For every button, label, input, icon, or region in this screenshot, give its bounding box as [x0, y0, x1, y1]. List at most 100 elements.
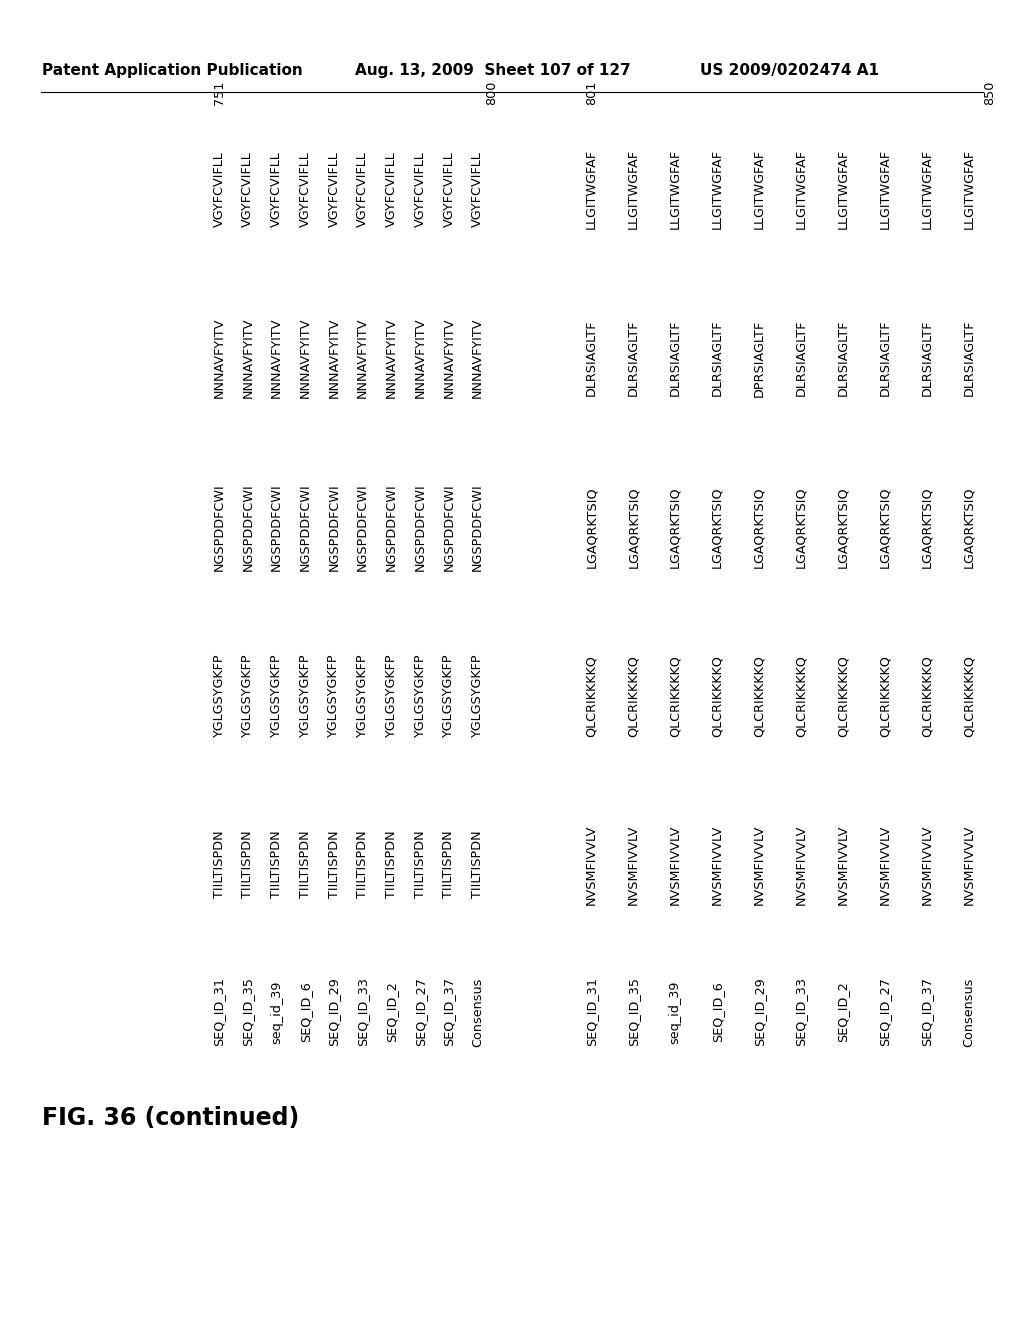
Text: VGYFCVIFLL: VGYFCVIFLL	[270, 152, 283, 227]
Text: LLGITWGFAF: LLGITWGFAF	[627, 149, 640, 230]
Text: SEQ_ID_2: SEQ_ID_2	[837, 982, 850, 1043]
Text: QLCRIKKKKQ: QLCRIKKKKQ	[753, 655, 766, 737]
Text: VGYFCVIFLL: VGYFCVIFLL	[356, 152, 370, 227]
Text: seq_id_39: seq_id_39	[270, 981, 283, 1044]
Text: NVSMFIVVLV: NVSMFIVVLV	[963, 824, 976, 904]
Text: SEQ_ID_27: SEQ_ID_27	[879, 978, 892, 1047]
Text: TIILTISPDN: TIILTISPDN	[270, 830, 283, 899]
Text: SEQ_ID_35: SEQ_ID_35	[627, 977, 640, 1047]
Text: LLGITWGFAF: LLGITWGFAF	[879, 149, 892, 230]
Text: SEQ_ID_37: SEQ_ID_37	[442, 977, 456, 1047]
Text: YGLGSYGKFP: YGLGSYGKFP	[328, 653, 341, 738]
Text: NNNAVFYITV: NNNAVFYITV	[242, 318, 254, 399]
Text: TIILTISPDN: TIILTISPDN	[414, 830, 427, 899]
Text: QLCRIKKKKQ: QLCRIKKKKQ	[921, 655, 934, 737]
Text: QLCRIKKKKQ: QLCRIKKKKQ	[795, 655, 808, 737]
Text: LLGITWGFAF: LLGITWGFAF	[837, 149, 850, 230]
Text: QLCRIKKKKQ: QLCRIKKKKQ	[585, 655, 598, 737]
Text: VGYFCVIFLL: VGYFCVIFLL	[299, 152, 311, 227]
Text: NGSPDDFCWI: NGSPDDFCWI	[356, 483, 370, 570]
Text: YGLGSYGKFP: YGLGSYGKFP	[213, 653, 225, 738]
Text: LGAQRKTSIQ: LGAQRKTSIQ	[753, 486, 766, 568]
Text: YGLGSYGKFP: YGLGSYGKFP	[385, 653, 398, 738]
Text: SEQ_ID_37: SEQ_ID_37	[921, 977, 934, 1047]
Text: DLRSIAGLTF: DLRSIAGLTF	[837, 319, 850, 396]
Text: NNNAVFYITV: NNNAVFYITV	[299, 318, 311, 399]
Text: DLRSIAGLTF: DLRSIAGLTF	[711, 319, 724, 396]
Text: VGYFCVIFLL: VGYFCVIFLL	[471, 152, 484, 227]
Text: Consensus: Consensus	[471, 977, 484, 1047]
Text: YGLGSYGKFP: YGLGSYGKFP	[471, 653, 484, 738]
Text: VGYFCVIFLL: VGYFCVIFLL	[385, 152, 398, 227]
Text: NGSPDDFCWI: NGSPDDFCWI	[270, 483, 283, 570]
Text: TIILTISPDN: TIILTISPDN	[356, 830, 370, 899]
Text: NNNAVFYITV: NNNAVFYITV	[442, 318, 456, 399]
Text: 751: 751	[213, 81, 225, 106]
Text: LLGITWGFAF: LLGITWGFAF	[921, 149, 934, 230]
Text: LGAQRKTSIQ: LGAQRKTSIQ	[711, 486, 724, 568]
Text: QLCRIKKKKQ: QLCRIKKKKQ	[711, 655, 724, 737]
Text: NGSPDDFCWI: NGSPDDFCWI	[299, 483, 311, 570]
Text: YGLGSYGKFP: YGLGSYGKFP	[442, 653, 456, 738]
Text: TIILTISPDN: TIILTISPDN	[442, 830, 456, 899]
Text: DLRSIAGLTF: DLRSIAGLTF	[585, 319, 598, 396]
Text: NVSMFIVVLV: NVSMFIVVLV	[795, 824, 808, 904]
Text: Consensus: Consensus	[963, 977, 976, 1047]
Text: VGYFCVIFLL: VGYFCVIFLL	[328, 152, 341, 227]
Text: QLCRIKKKKQ: QLCRIKKKKQ	[837, 655, 850, 737]
Text: US 2009/0202474 A1: US 2009/0202474 A1	[700, 63, 879, 78]
Text: VGYFCVIFLL: VGYFCVIFLL	[442, 152, 456, 227]
Text: LGAQRKTSIQ: LGAQRKTSIQ	[669, 486, 682, 568]
Text: DLRSIAGLTF: DLRSIAGLTF	[963, 319, 976, 396]
Text: NNNAVFYITV: NNNAVFYITV	[471, 318, 484, 399]
Text: NNNAVFYITV: NNNAVFYITV	[414, 318, 427, 399]
Text: NVSMFIVVLV: NVSMFIVVLV	[753, 824, 766, 904]
Text: DLRSIAGLTF: DLRSIAGLTF	[921, 319, 934, 396]
Text: NGSPDDFCWI: NGSPDDFCWI	[414, 483, 427, 570]
Text: DLRSIAGLTF: DLRSIAGLTF	[669, 319, 682, 396]
Text: SEQ_ID_35: SEQ_ID_35	[242, 977, 254, 1047]
Text: SEQ_ID_29: SEQ_ID_29	[328, 978, 341, 1047]
Text: LLGITWGFAF: LLGITWGFAF	[711, 149, 724, 230]
Text: NGSPDDFCWI: NGSPDDFCWI	[242, 483, 254, 570]
Text: QLCRIKKKKQ: QLCRIKKKKQ	[879, 655, 892, 737]
Text: FIG. 36 (continued): FIG. 36 (continued)	[42, 1106, 299, 1130]
Text: LLGITWGFAF: LLGITWGFAF	[585, 149, 598, 230]
Text: NGSPDDFCWI: NGSPDDFCWI	[328, 483, 341, 570]
Text: DLRSIAGLTF: DLRSIAGLTF	[795, 319, 808, 396]
Text: QLCRIKKKKQ: QLCRIKKKKQ	[963, 655, 976, 737]
Text: QLCRIKKKKQ: QLCRIKKKKQ	[669, 655, 682, 737]
Text: NNNAVFYITV: NNNAVFYITV	[356, 318, 370, 399]
Text: SEQ_ID_33: SEQ_ID_33	[795, 977, 808, 1047]
Text: NVSMFIVVLV: NVSMFIVVLV	[711, 824, 724, 904]
Text: NVSMFIVVLV: NVSMFIVVLV	[627, 824, 640, 904]
Text: LGAQRKTSIQ: LGAQRKTSIQ	[921, 486, 934, 568]
Text: 800: 800	[485, 81, 499, 106]
Text: TIILTISPDN: TIILTISPDN	[385, 830, 398, 899]
Text: NGSPDDFCWI: NGSPDDFCWI	[442, 483, 456, 570]
Text: LGAQRKTSIQ: LGAQRKTSIQ	[963, 486, 976, 568]
Text: Patent Application Publication: Patent Application Publication	[42, 63, 303, 78]
Text: LLGITWGFAF: LLGITWGFAF	[795, 149, 808, 230]
Text: SEQ_ID_31: SEQ_ID_31	[213, 977, 225, 1047]
Text: NGSPDDFCWI: NGSPDDFCWI	[471, 483, 484, 570]
Text: YGLGSYGKFP: YGLGSYGKFP	[242, 653, 254, 738]
Text: NNNAVFYITV: NNNAVFYITV	[328, 318, 341, 399]
Text: LLGITWGFAF: LLGITWGFAF	[963, 149, 976, 230]
Text: DLRSIAGLTF: DLRSIAGLTF	[627, 319, 640, 396]
Text: LLGITWGFAF: LLGITWGFAF	[753, 149, 766, 230]
Text: LGAQRKTSIQ: LGAQRKTSIQ	[795, 486, 808, 568]
Text: SEQ_ID_31: SEQ_ID_31	[585, 977, 598, 1047]
Text: SEQ_ID_27: SEQ_ID_27	[414, 978, 427, 1047]
Text: SEQ_ID_33: SEQ_ID_33	[356, 977, 370, 1047]
Text: SEQ_ID_6: SEQ_ID_6	[711, 982, 724, 1043]
Text: VGYFCVIFLL: VGYFCVIFLL	[242, 152, 254, 227]
Text: YGLGSYGKFP: YGLGSYGKFP	[356, 653, 370, 738]
Text: NNNAVFYITV: NNNAVFYITV	[213, 318, 225, 399]
Text: 850: 850	[983, 81, 996, 106]
Text: SEQ_ID_29: SEQ_ID_29	[753, 978, 766, 1047]
Text: VGYFCVIFLL: VGYFCVIFLL	[414, 152, 427, 227]
Text: Aug. 13, 2009  Sheet 107 of 127: Aug. 13, 2009 Sheet 107 of 127	[355, 63, 631, 78]
Text: SEQ_ID_2: SEQ_ID_2	[385, 982, 398, 1043]
Text: SEQ_ID_6: SEQ_ID_6	[299, 982, 311, 1043]
